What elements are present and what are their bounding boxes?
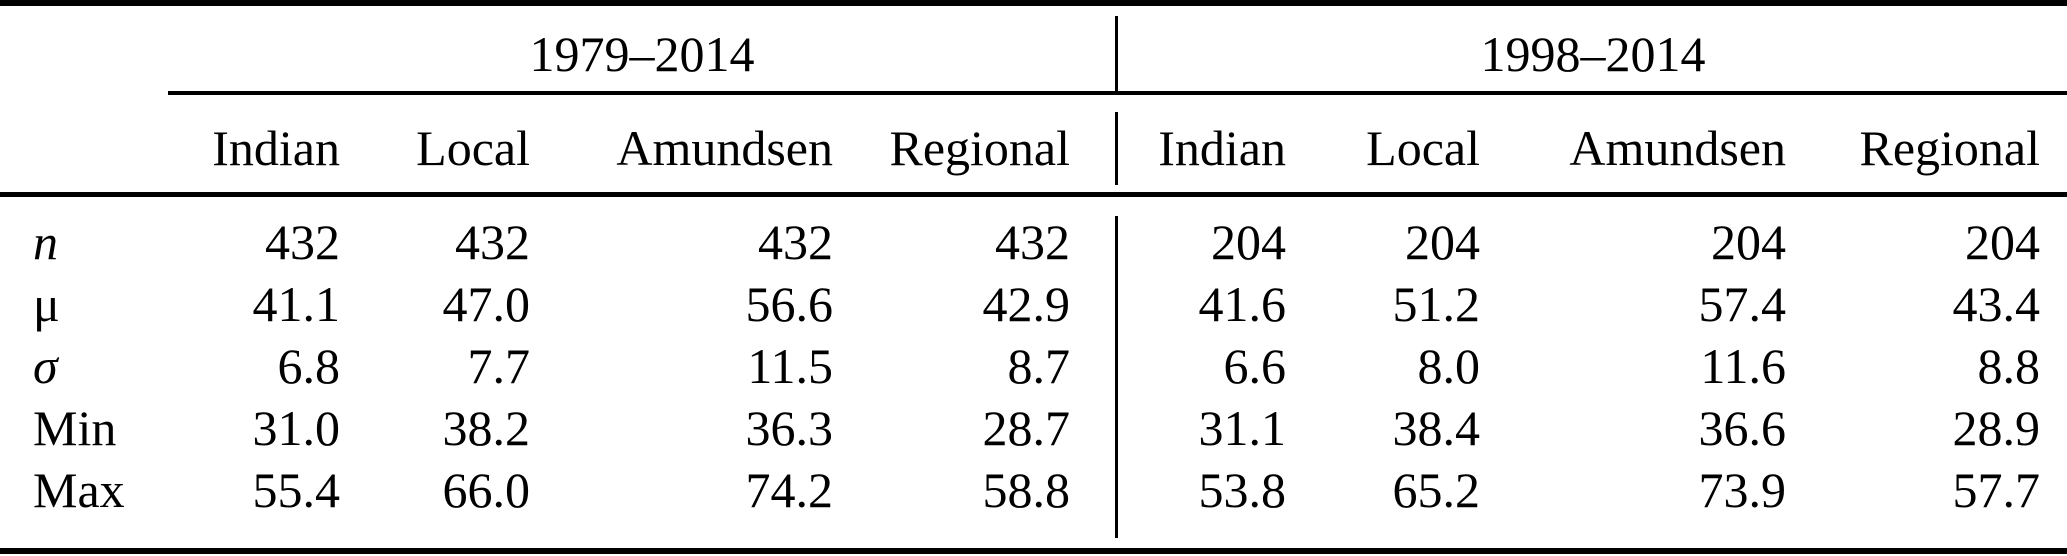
- table-row-min: Min 31.0 38.2 36.3 28.7 31.1 38.4 36.6 2…: [0, 397, 2067, 459]
- table-row-sigma: σ 6.8 7.7 11.5 8.7 6.6 8.0 11.6 8.8: [0, 335, 2067, 397]
- table-cell: 204: [1965, 214, 2040, 270]
- row-label-max: Max: [33, 462, 125, 518]
- table-cell: 204: [1211, 214, 1286, 270]
- table-cell: 28.9: [1952, 400, 2041, 456]
- header-rule: [0, 192, 2067, 197]
- table-cell: 58.8: [982, 462, 1071, 518]
- vertical-divider-bottom-segment: [1115, 216, 1118, 538]
- table-cell: 432: [995, 214, 1070, 270]
- table-cell: 41.6: [1198, 276, 1287, 332]
- table-cell: 38.2: [442, 400, 531, 456]
- row-label-min: Min: [33, 400, 117, 456]
- column-header-regional-1998: Regional: [1859, 120, 2040, 176]
- table-cell: 57.7: [1952, 462, 2041, 518]
- table-cell: 432: [265, 214, 340, 270]
- table-cell: 36.6: [1698, 400, 1787, 456]
- table-row-n: n 432 432 432 432 204 204 204 204: [0, 211, 2067, 273]
- table-cell: 11.6: [1700, 338, 1786, 394]
- row-label-spacer: [0, 120, 168, 176]
- vertical-divider-middle-segment: [1115, 112, 1118, 185]
- table-cell: 204: [1711, 214, 1786, 270]
- table-cell: 8.0: [1417, 338, 1481, 394]
- group-header-row: 1979–2014 1998–2014: [0, 28, 2067, 80]
- column-header-local-1998: Local: [1366, 120, 1480, 176]
- table-body: n 432 432 432 432 204 204 204 204 μ 41.1…: [0, 197, 2067, 521]
- table-cell: 8.7: [1007, 338, 1071, 394]
- column-header-amundsen-1998: Amundsen: [1569, 120, 1786, 176]
- table-cell: 56.6: [745, 276, 834, 332]
- table-cell: 11.5: [747, 338, 833, 394]
- table-cell: 28.7: [982, 400, 1071, 456]
- column-header-indian-1998: Indian: [1158, 120, 1286, 176]
- table-cell: 73.9: [1698, 462, 1787, 518]
- row-label-mu: μ: [33, 276, 60, 332]
- table-cell: 31.0: [252, 400, 341, 456]
- column-header-regional-1979: Regional: [889, 120, 1070, 176]
- column-group-1998-2014: 1998–2014: [1480, 26, 1706, 82]
- column-group-1979-2014: 1979–2014: [529, 26, 755, 82]
- table-row-max: Max 55.4 66.0 74.2 58.8 53.8 65.2 73.9 5…: [0, 459, 2067, 521]
- table-cell: 74.2: [745, 462, 834, 518]
- table-cell: 42.9: [982, 276, 1071, 332]
- table-cell: 432: [758, 214, 833, 270]
- table-cell: 41.1: [252, 276, 341, 332]
- table-cell: 38.4: [1392, 400, 1481, 456]
- bottom-rule: [0, 548, 2067, 554]
- table-cell: 51.2: [1392, 276, 1481, 332]
- row-label-n: n: [33, 214, 58, 270]
- table-cell: 6.6: [1223, 338, 1287, 394]
- table-cell: 43.4: [1952, 276, 2041, 332]
- row-label-sigma: σ: [33, 338, 58, 394]
- table-cell: 53.8: [1198, 462, 1287, 518]
- column-header-row: Indian Local Amundsen Regional Indian Lo…: [0, 120, 2067, 176]
- table-cell: 36.3: [745, 400, 834, 456]
- table-cell: 204: [1405, 214, 1480, 270]
- group-underline-rule: [168, 91, 2067, 95]
- table-cell: 6.8: [277, 338, 341, 394]
- column-header-indian-1979: Indian: [212, 120, 340, 176]
- top-rule: [0, 0, 2067, 6]
- vertical-divider-top-segment: [1115, 16, 1118, 91]
- table-cell: 57.4: [1698, 276, 1787, 332]
- table-cell: 7.7: [467, 338, 531, 394]
- table-cell: 66.0: [442, 462, 531, 518]
- table-cell: 55.4: [252, 462, 341, 518]
- table-cell: 8.8: [1977, 338, 2041, 394]
- table-cell: 31.1: [1198, 400, 1287, 456]
- table-cell: 432: [455, 214, 530, 270]
- table-row-mu: μ 41.1 47.0 56.6 42.9 41.6 51.2 57.4 43.…: [0, 273, 2067, 335]
- table-cell: 47.0: [442, 276, 531, 332]
- column-header-amundsen-1979: Amundsen: [616, 120, 833, 176]
- table-cell: 65.2: [1392, 462, 1481, 518]
- column-header-local-1979: Local: [416, 120, 530, 176]
